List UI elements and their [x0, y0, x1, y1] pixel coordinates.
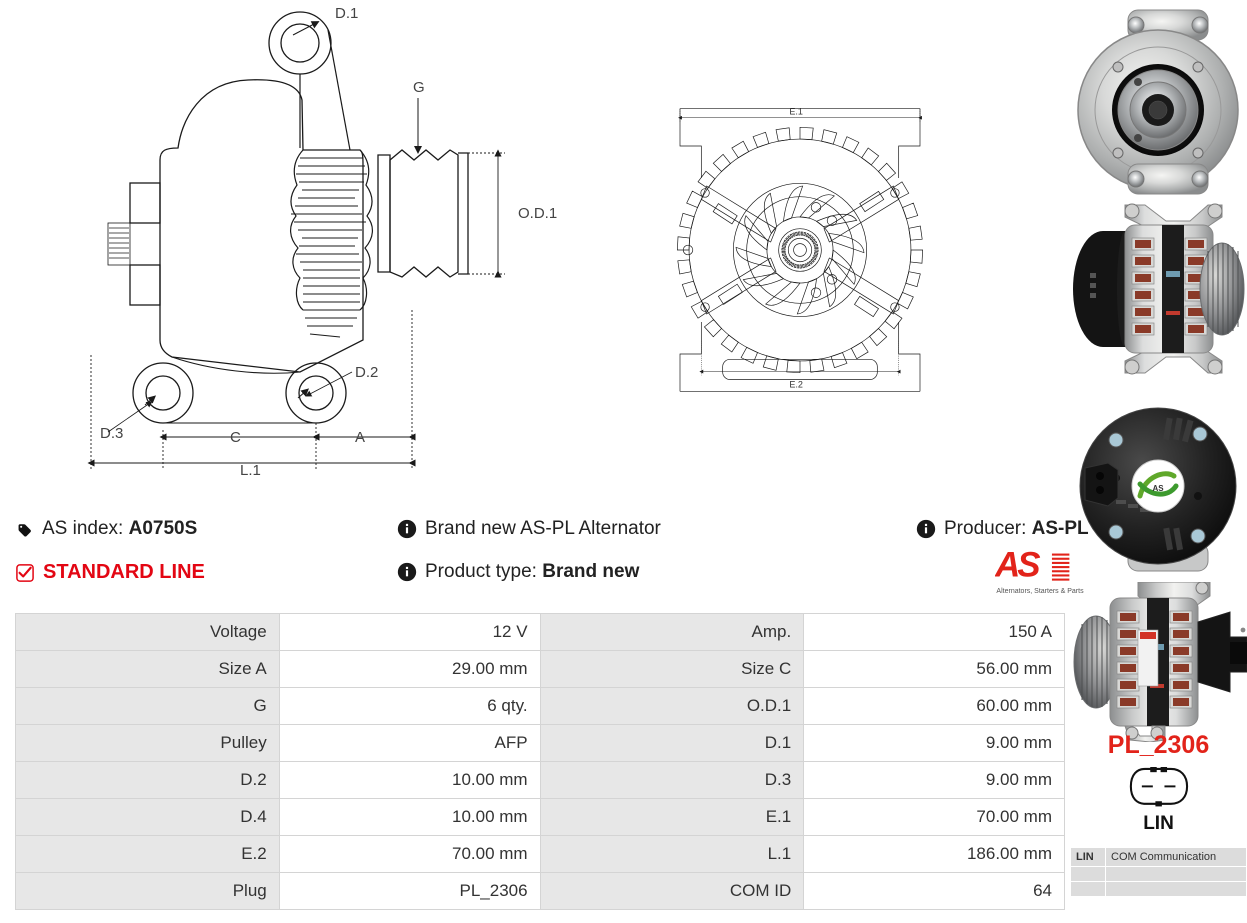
- svg-text:AS: AS: [1152, 484, 1164, 493]
- svg-text:E.1: E.1: [789, 107, 803, 117]
- svg-text:O.D.1: O.D.1: [518, 205, 557, 222]
- svg-text:D.2: D.2: [355, 364, 378, 381]
- svg-text:G: G: [413, 79, 425, 96]
- svg-text:C: C: [230, 429, 241, 446]
- svg-text:D.1: D.1: [335, 5, 358, 22]
- svg-text:L.1: L.1: [240, 462, 261, 479]
- svg-text:E.2: E.2: [789, 380, 803, 390]
- svg-text:A: A: [355, 429, 365, 446]
- svg-text:D.3: D.3: [100, 425, 123, 442]
- svg-text:AS: AS: [995, 549, 1040, 584]
